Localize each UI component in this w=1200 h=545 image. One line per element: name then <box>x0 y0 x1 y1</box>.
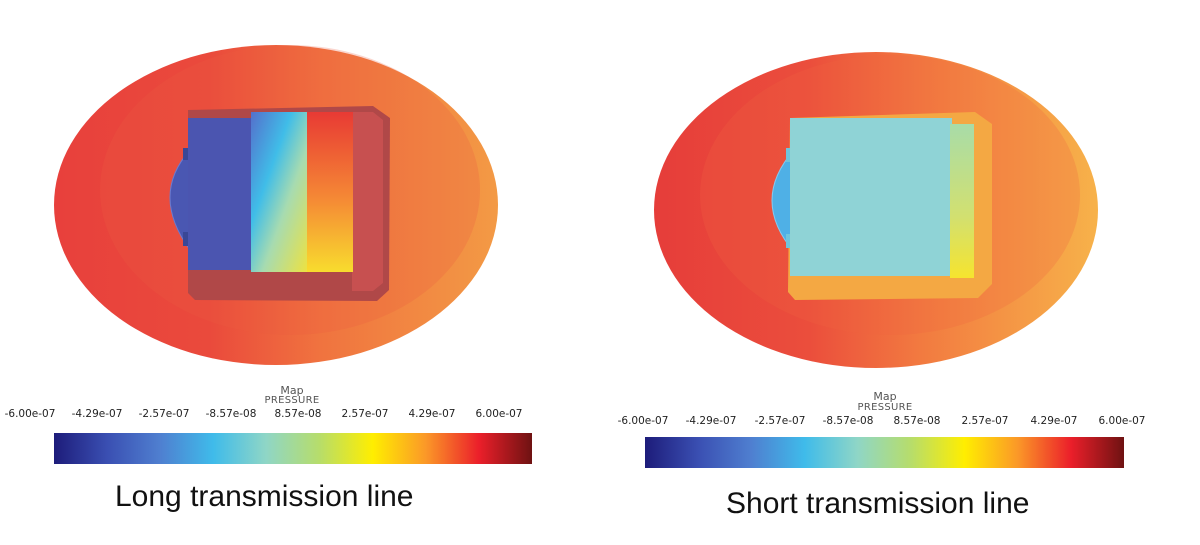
colorbar-tick: -6.00e-07 <box>617 415 669 427</box>
colorbar-tick: 2.57e-07 <box>341 408 389 420</box>
legend-variable: PRESSURE <box>264 395 320 406</box>
colorbar-tick: 4.29e-07 <box>1030 415 1078 427</box>
colorbar-tick: 8.57e-08 <box>893 415 941 427</box>
colorbar-tick: -6.00e-07 <box>4 408 56 420</box>
driver-notch-bottom <box>183 232 191 246</box>
colorbar-tick: 6.00e-07 <box>1098 415 1146 427</box>
colorbar-tick: -8.57e-08 <box>822 415 874 427</box>
chamber-hot <box>307 112 353 272</box>
driver-notch-top <box>183 148 191 160</box>
chamber-blue <box>188 118 252 270</box>
chamber-main <box>790 118 952 276</box>
legend-title: Map <box>280 384 304 397</box>
colorbar-tick: 6.00e-07 <box>475 408 523 420</box>
enclosure-inner-lip <box>352 112 383 291</box>
caption-long-line: Long transmission line <box>115 480 414 513</box>
colorbar-tick: -2.57e-07 <box>754 415 806 427</box>
chamber-right <box>950 124 974 278</box>
panel-short-line: Map PRESSURE -6.00e-07 -4.29e-07 -2.57e-… <box>600 0 1200 545</box>
colorbar-tick: 4.29e-07 <box>408 408 456 420</box>
panel-long-line: Map PRESSURE -6.00e-07 -4.29e-07 -2.57e-… <box>4 45 532 513</box>
driver-dome <box>169 148 191 252</box>
colorbar-tick: 8.57e-08 <box>274 408 322 420</box>
legend-variable: PRESSURE <box>857 402 913 413</box>
legend-title: Map <box>873 390 897 403</box>
colorbar <box>645 437 1124 468</box>
colorbar <box>54 433 532 464</box>
colorbar-tick: -4.29e-07 <box>71 408 123 420</box>
chamber-gradient <box>251 112 309 272</box>
colorbar-tick: 2.57e-07 <box>961 415 1009 427</box>
colorbar-tick: -8.57e-08 <box>205 408 257 420</box>
pressure-map-long-line <box>54 45 498 365</box>
pressure-map-short-line <box>654 52 1098 368</box>
colorbar-tick: -4.29e-07 <box>685 415 737 427</box>
caption-short-line: Short transmission line <box>726 487 1030 520</box>
colorbar-tick: -2.57e-07 <box>138 408 190 420</box>
